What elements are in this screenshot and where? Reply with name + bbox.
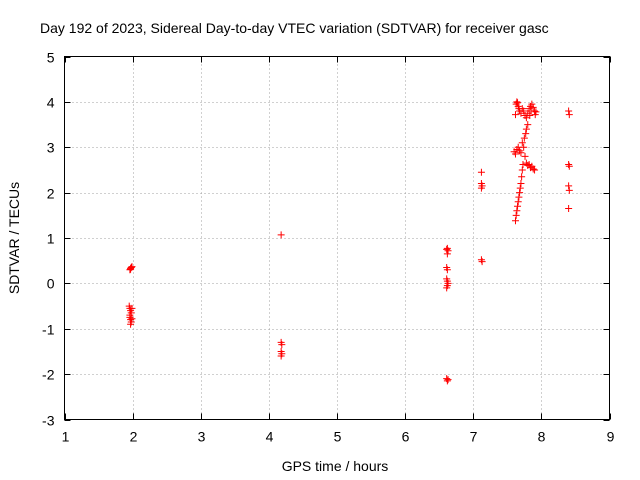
- x-tick-label: 2: [130, 429, 138, 445]
- data-point: [277, 231, 285, 239]
- data-point: [565, 160, 573, 168]
- y-tick-label: -1: [42, 322, 55, 338]
- x-tick-label: 1: [62, 429, 70, 445]
- data-point: [565, 182, 573, 190]
- data-point: [443, 284, 451, 292]
- y-tick-label: 5: [47, 50, 55, 66]
- x-axis-label: GPS time / hours: [282, 458, 389, 474]
- data-point: [277, 352, 285, 360]
- data-point: [517, 149, 525, 157]
- x-tick-label: 6: [402, 429, 410, 445]
- data-point: [511, 111, 519, 119]
- data-point: [477, 168, 485, 176]
- x-tick-label: 8: [538, 429, 546, 445]
- data-point: [511, 217, 519, 225]
- data-points: [125, 98, 573, 385]
- data-point: [565, 111, 573, 119]
- x-tick-label: 4: [266, 429, 274, 445]
- data-point: [127, 265, 135, 273]
- data-point: [565, 107, 573, 115]
- x-tick-label: 9: [607, 429, 615, 445]
- data-point: [519, 160, 527, 168]
- data-point: [444, 247, 452, 255]
- data-point: [529, 165, 537, 173]
- data-point: [520, 134, 528, 142]
- data-point: [521, 152, 529, 160]
- data-point: [517, 180, 525, 188]
- data-point: [128, 315, 136, 323]
- data-point: [532, 108, 540, 116]
- data-point: [516, 147, 524, 155]
- data-point: [528, 100, 536, 108]
- data-point: [520, 107, 528, 115]
- data-point: [443, 250, 451, 258]
- x-tick-label: 7: [470, 429, 478, 445]
- data-point: [531, 166, 539, 174]
- data-point: [477, 256, 485, 264]
- data-point: [127, 263, 135, 271]
- y-tick-label: -2: [42, 367, 55, 383]
- y-tick-label: 0: [47, 276, 55, 292]
- data-point: [526, 111, 534, 119]
- data-point: [126, 311, 134, 319]
- data-point: [524, 121, 532, 129]
- x-tick-label: 5: [334, 429, 342, 445]
- data-point: [443, 377, 451, 385]
- data-point: [565, 205, 573, 213]
- data-point: [529, 103, 537, 111]
- data-point: [518, 166, 526, 174]
- y-tick-label: 3: [47, 140, 55, 156]
- y-tick-label: 2: [47, 186, 55, 202]
- data-point: [516, 184, 524, 192]
- data-point: [527, 107, 535, 115]
- data-point: [522, 130, 530, 138]
- x-axis: 1 2 3 4 5 6 7 8 9: [62, 56, 615, 445]
- data-point: [444, 376, 452, 384]
- y-tick-label: -3: [42, 413, 55, 429]
- data-point: [477, 184, 485, 192]
- y-tick-label: 1: [47, 231, 55, 247]
- data-point: [514, 202, 522, 210]
- chart-title: Day 192 of 2023, Sidereal Day-to-day VTE…: [40, 20, 549, 36]
- data-point: [515, 193, 523, 201]
- y-axis-label: SDTVAR / TECUs: [6, 182, 22, 294]
- data-point: [512, 211, 520, 219]
- data-point: [513, 98, 521, 106]
- data-point: [514, 198, 522, 206]
- data-point: [565, 186, 573, 194]
- data-point: [511, 150, 519, 158]
- data-point: [443, 245, 451, 253]
- data-point: [516, 189, 524, 197]
- data-point: [443, 266, 451, 274]
- y-tick-label: 4: [47, 95, 55, 111]
- data-point: [514, 99, 522, 107]
- data-point: [518, 139, 526, 147]
- data-point: [518, 173, 526, 181]
- grid-lines: [64, 56, 610, 420]
- data-point: [565, 162, 573, 170]
- data-point: [513, 207, 521, 215]
- data-point: [522, 125, 530, 133]
- y-axis: -3 -2 -1 0 1 2 3 4 5: [42, 50, 610, 429]
- x-tick-label: 3: [198, 429, 206, 445]
- data-point: [128, 304, 136, 312]
- data-point: [127, 320, 135, 328]
- data-point: [278, 341, 286, 349]
- data-point: [478, 258, 486, 266]
- data-point: [520, 143, 528, 151]
